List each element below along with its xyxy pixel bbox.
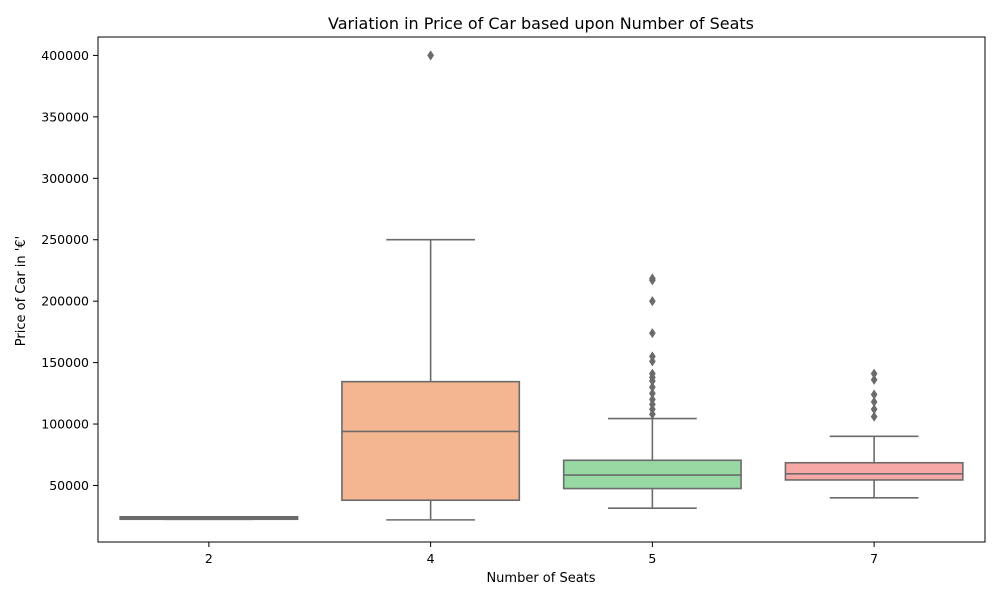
- outlier-point: [649, 394, 656, 405]
- outlier-point: [649, 351, 656, 362]
- y-tick-label: 50000: [49, 478, 89, 493]
- y-tick-label: 350000: [41, 109, 89, 124]
- y-tick-label: 300000: [41, 171, 89, 186]
- y-tick-label: 250000: [41, 232, 89, 247]
- outlier-point: [870, 374, 878, 385]
- x-axis-label: Number of Seats: [486, 571, 595, 586]
- outlier-point: [649, 368, 656, 379]
- iqr-box: [341, 380, 521, 502]
- x-axis: 2 4 5 7: [205, 542, 878, 566]
- outlier-point: [870, 411, 878, 422]
- x-tick-label: 5: [648, 551, 656, 566]
- outlier-point: [649, 388, 656, 399]
- y-tick-label: 400000: [41, 48, 89, 63]
- box-group-5-seats: [562, 273, 742, 510]
- outlier-point: [870, 389, 878, 400]
- y-axis-label: Price of Car in '€': [14, 236, 29, 346]
- iqr-box: [784, 461, 964, 481]
- outlier-point: [649, 273, 656, 284]
- outlier-point: [870, 404, 878, 415]
- outlier-point: [427, 50, 434, 61]
- outlier-point: [870, 396, 878, 407]
- outlier-point: [649, 382, 656, 393]
- plot-area: [97, 36, 986, 543]
- box-group-4-seats: [341, 50, 521, 521]
- outlier-point: [870, 368, 878, 379]
- box-group-7-seats: [784, 368, 964, 499]
- box-group-2-seats: [119, 516, 299, 521]
- y-tick-label: 150000: [41, 355, 89, 370]
- outlier-point: [649, 328, 656, 339]
- y-axis: 50000 100000 150000 200000 250000 300000 35000…: [41, 48, 98, 493]
- outlier-point: [649, 296, 656, 307]
- y-tick-label: 200000: [41, 294, 89, 309]
- x-tick-label: 2: [205, 551, 213, 566]
- y-tick-label: 100000: [41, 417, 89, 432]
- x-tick-label: 4: [427, 551, 435, 566]
- chart-title: Variation in Price of Car based upon Num…: [328, 14, 754, 33]
- plot-frame: [97, 36, 986, 543]
- x-tick-label: 7: [870, 551, 878, 566]
